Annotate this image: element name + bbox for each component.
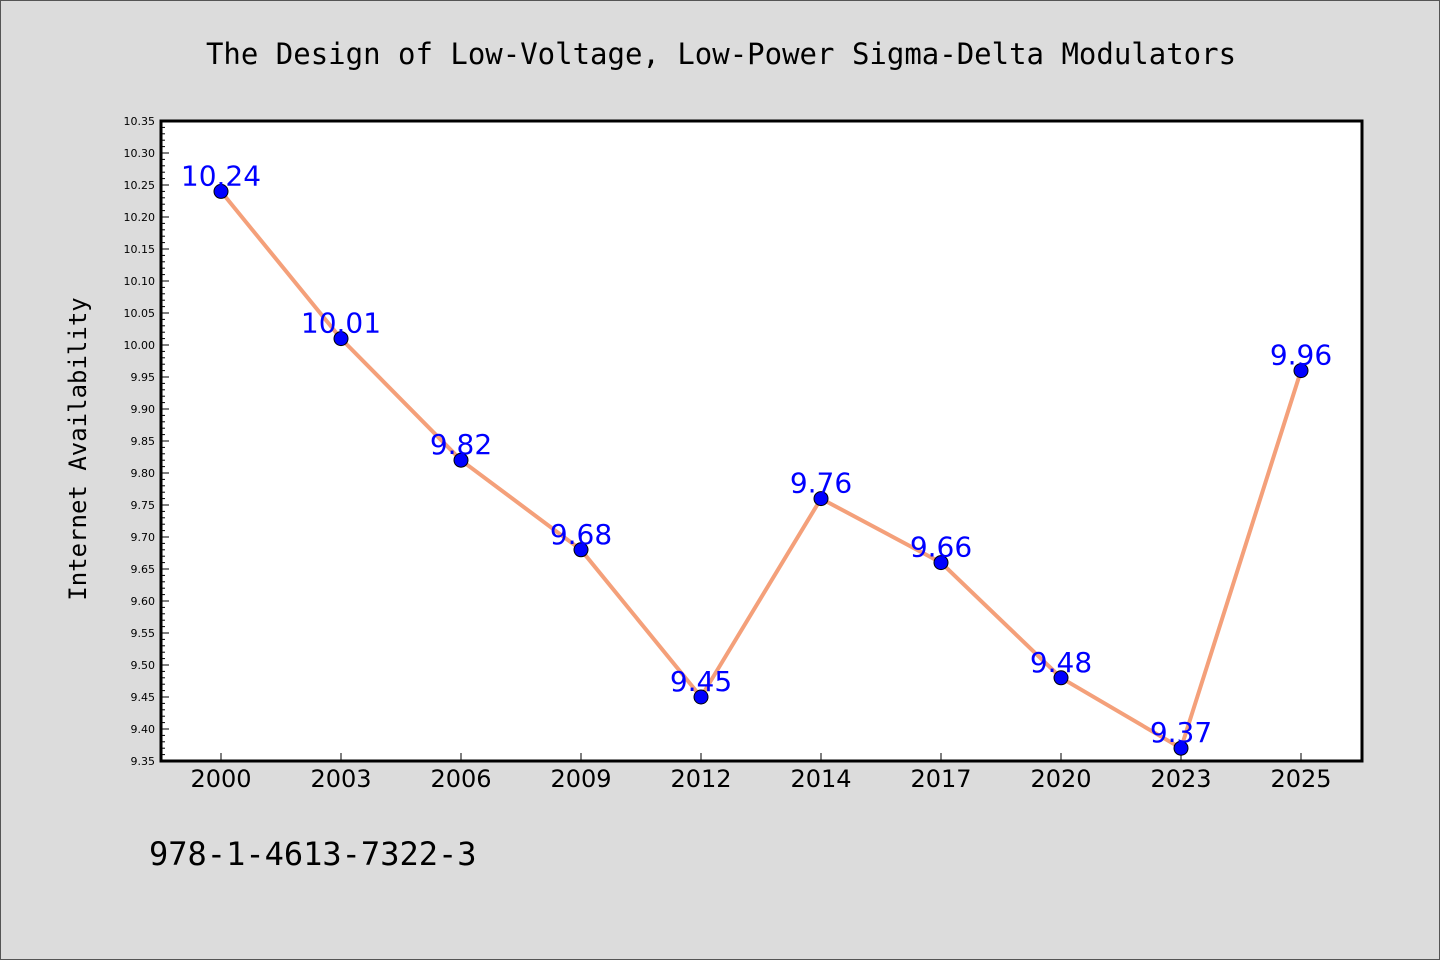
y-tick-label: 10.00 [124,339,156,352]
data-point-marker [453,452,469,468]
y-tick-label: 9.85 [131,435,156,448]
y-tick-label: 10.30 [124,147,156,160]
data-label: 10.24 [181,159,261,192]
plot-area [159,119,1364,763]
data-point-marker [1053,670,1069,686]
series-line [219,190,1303,751]
y-axis-ticks: 9.35 9.40 9.45 9.50 9.55 9.60 9.65 9.70 9.75 9.80… [124,115,169,768]
y-tick-label: 9.55 [131,627,156,640]
series-layer [213,183,1309,756]
data-point-marker [1173,740,1189,756]
chart-title: The Design of Low-Voltage, Low-Power Sig… [206,37,1236,71]
x-axis-ticks: 2000 2003 2006 2009 2012 2014 2017 2020 2023 2025 [190,753,1332,793]
y-tick-label: 10.35 [124,115,156,128]
data-label: 9.37 [1150,716,1212,749]
y-tick-label: 9.40 [131,723,156,736]
y-tick-label: 9.80 [131,467,156,480]
y-tick-label: 10.15 [124,243,156,256]
isbn-text: 978-1-4613-7322-3 [149,835,477,873]
data-label: 9.66 [910,531,972,564]
data-label: 9.82 [430,428,492,461]
x-tick-label: 2000 [190,765,251,793]
x-tick-label: 2017 [910,765,971,793]
data-point-marker [813,491,829,507]
y-tick-label: 10.25 [124,179,156,192]
x-tick-label: 2006 [430,765,491,793]
y-tick-label: 9.95 [131,371,156,384]
y-tick-label: 9.45 [131,691,156,704]
data-point-marker [693,689,709,705]
y-tick-label: 10.10 [124,275,156,288]
y-tick-label: 9.75 [131,499,156,512]
y-tick-label: 9.60 [131,595,156,608]
x-tick-label: 2012 [670,765,731,793]
data-point-marker [333,331,349,347]
x-tick-label: 2014 [790,765,851,793]
y-tick-label: 9.35 [131,755,156,768]
data-point-marker [573,542,589,558]
x-tick-label: 2020 [1030,765,1091,793]
data-label: 9.96 [1270,339,1332,372]
data-label: 9.48 [1030,646,1092,679]
data-label: 9.45 [670,665,732,698]
x-tick-label: 2003 [310,765,371,793]
y-tick-label: 9.65 [131,563,156,576]
data-label: 10.01 [301,307,381,340]
y-tick-label: 9.70 [131,531,156,544]
y-tick-label: 10.05 [124,307,156,320]
y-axis-label: Internet Availability [64,297,92,600]
data-point-marker [1293,363,1309,379]
data-point-marker [933,555,949,571]
data-point-marker [213,183,229,199]
y-tick-label: 10.20 [124,211,156,224]
y-tick-label: 9.50 [131,659,156,672]
data-label-layer: 10.24 10.01 9.82 9.68 9.45 9.76 9.66 9.48 9.37 9.… [181,159,1332,749]
x-tick-label: 2009 [550,765,611,793]
data-label: 9.76 [790,467,852,500]
data-label: 9.68 [550,518,612,551]
x-tick-label: 2025 [1270,765,1331,793]
x-tick-label: 2023 [1150,765,1211,793]
y-tick-label: 9.90 [131,403,156,416]
